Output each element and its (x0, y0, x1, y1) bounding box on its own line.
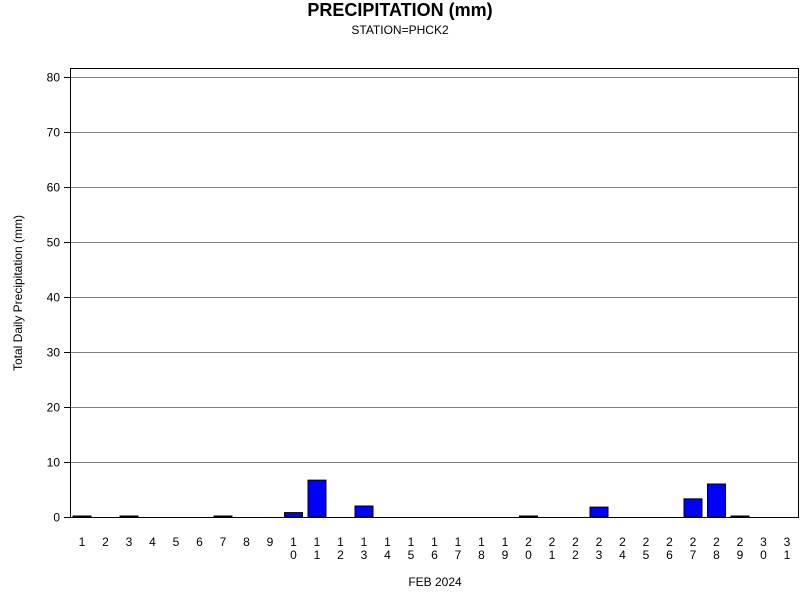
x-tick-label: 6 (196, 535, 203, 549)
x-axis-label: FEB 2024 (408, 575, 462, 589)
y-tick-label: 40 (47, 291, 61, 305)
y-tick-label: 80 (47, 71, 61, 85)
bar (519, 515, 538, 518)
y-tick-label: 30 (47, 346, 61, 360)
bar (730, 515, 750, 518)
y-tick-label: 20 (47, 401, 61, 415)
x-tick-label: 9 (267, 535, 274, 549)
bar (589, 506, 609, 518)
grid-lines (70, 77, 799, 463)
bar (683, 498, 703, 518)
x-tick-label: 2 (102, 535, 109, 549)
y-tick-label: 10 (47, 456, 61, 470)
x-tick-label: 3 (126, 535, 133, 549)
chart-subtitle: STATION=PHCK2 (351, 23, 449, 37)
chart-title: PRECIPITATION (mm) (307, 0, 493, 20)
y-tick-label: 60 (47, 181, 61, 195)
y-axis-label: Total Daily Precipitation (mm) (11, 215, 25, 371)
y-tick-label: 50 (47, 236, 61, 250)
x-tick-label: 8 (243, 535, 250, 549)
x-tick-label: 7 (220, 535, 227, 549)
plot-frame (70, 68, 799, 518)
y-tick-labels: 0 10 20 30 40 50 60 70 80 (47, 71, 61, 525)
bars (72, 479, 750, 518)
bar (707, 483, 726, 518)
x-tick-label: 4 (149, 535, 156, 549)
y-tick-label: 0 (53, 511, 60, 525)
bar (72, 515, 92, 518)
bar (213, 515, 233, 518)
y-tick-label: 70 (47, 126, 61, 140)
bar (284, 512, 303, 518)
x-tick-label: 1 (79, 535, 86, 549)
bar (354, 505, 374, 518)
bar (307, 479, 327, 518)
bar (119, 515, 139, 518)
axes (64, 68, 799, 518)
x-tick-label: 5 (173, 535, 180, 549)
x-tick-labels: 1 2 3 4 5 6 7 8 9 1 01 11 21 31 41 51 61 71 81 92 02 12 22 32 42… (79, 535, 791, 562)
